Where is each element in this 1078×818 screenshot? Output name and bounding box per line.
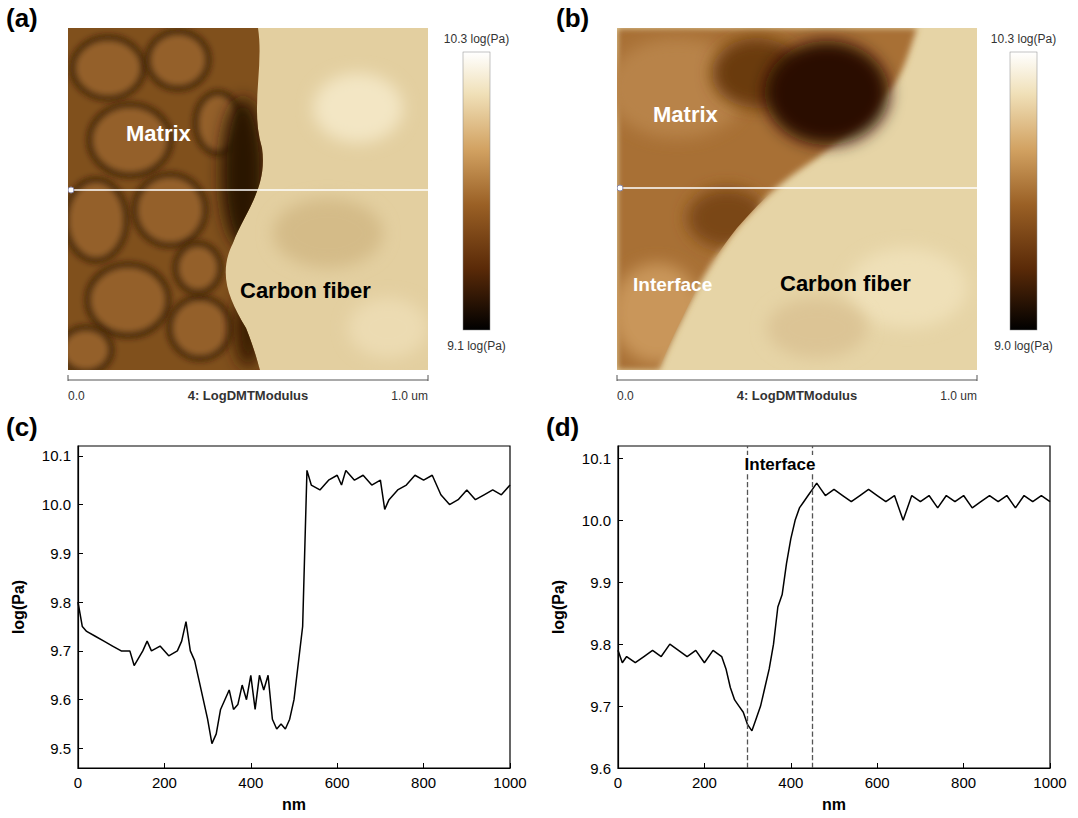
svg-text:10.0: 10.0 <box>582 512 611 529</box>
svg-text:4: LogDMTModulus: 4: LogDMTModulus <box>737 388 858 403</box>
svg-text:10.3 log(Pa): 10.3 log(Pa) <box>991 32 1056 46</box>
svg-text:0: 0 <box>614 774 622 791</box>
svg-text:nm: nm <box>282 796 306 813</box>
svg-text:Interface: Interface <box>745 455 816 474</box>
svg-text:nm: nm <box>822 796 846 813</box>
svg-text:(d): (d) <box>546 412 579 442</box>
svg-text:200: 200 <box>692 774 717 791</box>
svg-text:Carbon fiber: Carbon fiber <box>240 278 371 303</box>
svg-text:1.0 um: 1.0 um <box>391 389 428 403</box>
svg-text:800: 800 <box>951 774 976 791</box>
svg-text:log(Pa): log(Pa) <box>550 580 567 634</box>
svg-text:0.0: 0.0 <box>68 389 85 403</box>
svg-text:10.1: 10.1 <box>582 450 611 467</box>
svg-text:400: 400 <box>238 774 263 791</box>
svg-text:(a): (a) <box>6 3 38 33</box>
svg-text:9.1 log(Pa): 9.1 log(Pa) <box>447 339 506 353</box>
svg-text:9.9: 9.9 <box>50 545 71 562</box>
svg-text:200: 200 <box>152 774 177 791</box>
svg-text:800: 800 <box>411 774 436 791</box>
svg-text:10.0: 10.0 <box>42 496 71 513</box>
svg-text:4: LogDMTModulus: 4: LogDMTModulus <box>188 388 309 403</box>
svg-text:9.6: 9.6 <box>50 691 71 708</box>
svg-text:9.5: 9.5 <box>50 740 71 757</box>
svg-text:0.0: 0.0 <box>617 389 634 403</box>
svg-text:1000: 1000 <box>493 774 526 791</box>
svg-text:600: 600 <box>865 774 890 791</box>
svg-text:10.3 log(Pa): 10.3 log(Pa) <box>444 32 509 46</box>
svg-text:0: 0 <box>74 774 82 791</box>
svg-text:9.6: 9.6 <box>590 760 611 777</box>
svg-text:10.1: 10.1 <box>42 447 71 464</box>
svg-text:400: 400 <box>778 774 803 791</box>
svg-text:(b): (b) <box>556 3 589 33</box>
svg-text:Interface: Interface <box>633 274 712 295</box>
svg-text:9.7: 9.7 <box>590 698 611 715</box>
svg-text:1.0 um: 1.0 um <box>940 389 977 403</box>
svg-text:(c): (c) <box>6 412 38 442</box>
svg-text:Carbon fiber: Carbon fiber <box>780 271 911 296</box>
svg-text:9.8: 9.8 <box>50 594 71 611</box>
svg-text:9.7: 9.7 <box>50 642 71 659</box>
svg-text:Matrix: Matrix <box>126 121 192 146</box>
svg-text:9.0 log(Pa): 9.0 log(Pa) <box>994 339 1053 353</box>
svg-text:9.9: 9.9 <box>590 574 611 591</box>
svg-text:9.8: 9.8 <box>590 636 611 653</box>
svg-text:log(Pa): log(Pa) <box>10 580 27 634</box>
svg-text:Matrix: Matrix <box>653 102 719 127</box>
svg-text:600: 600 <box>325 774 350 791</box>
svg-text:1000: 1000 <box>1033 774 1066 791</box>
